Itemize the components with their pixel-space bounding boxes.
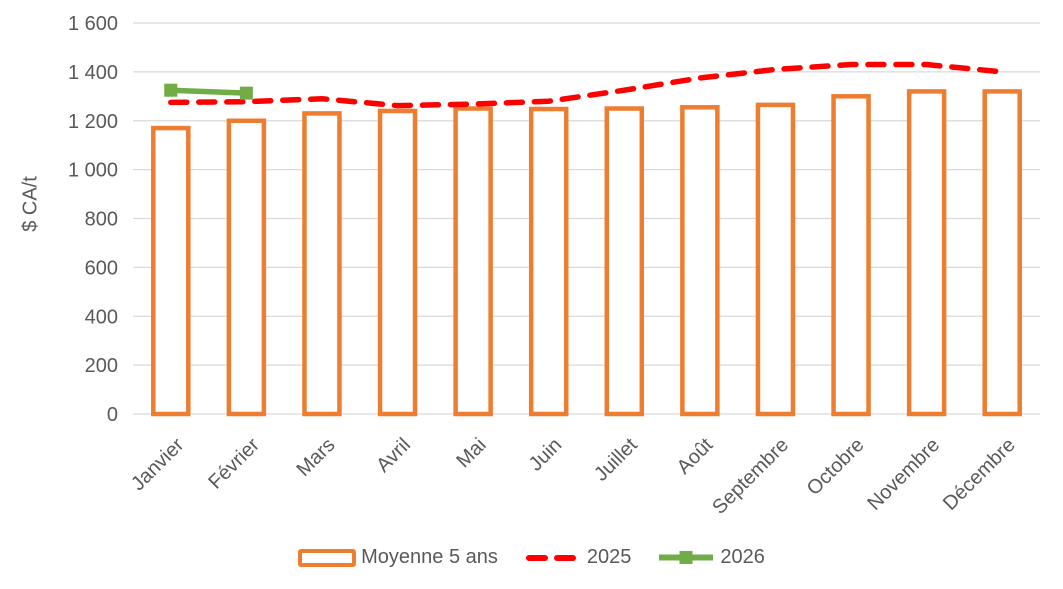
x-tick-label: Octobre (803, 434, 869, 500)
y-axis-title: $ CA/t (19, 176, 42, 232)
y-tick-label: 1 200 (68, 111, 118, 133)
x-tick-label: Mai (452, 434, 490, 472)
bar-moyenne-5-ans (302, 111, 342, 417)
bar-moyenne-5-ans (377, 108, 418, 417)
bar-moyenne-5-ans (226, 118, 267, 417)
x-tick-label: Août (673, 434, 718, 479)
y-tick-label: 400 (85, 306, 118, 328)
y-tick-label: 0 (107, 404, 118, 426)
bar-moyenne-5-ans (680, 105, 720, 417)
x-tick-label: Juin (525, 434, 567, 476)
dashed-line-swatch-icon (525, 554, 581, 561)
y-tick-label: 1 600 (68, 13, 118, 35)
bar-moyenne-5-ans (151, 125, 191, 417)
legend-label-2026: 2026 (720, 546, 765, 568)
y-tick-label: 600 (85, 257, 118, 279)
x-tick-label: Avril (372, 434, 415, 477)
line-2026 (168, 87, 250, 96)
legend-label-2025: 2025 (586, 546, 632, 568)
legend-item-2025: 2025 (524, 546, 632, 569)
x-tick-label: Juillet (590, 434, 642, 486)
y-tick-label: 200 (85, 355, 118, 377)
line-2025 (168, 61, 1005, 109)
bar-moyenne-5-ans (755, 102, 796, 417)
legend-label-moyenne-5-ans: Moyenne 5 ans (361, 546, 498, 568)
x-tick-label: Septembre (708, 434, 793, 519)
bar-moyenne-5-ans (906, 89, 947, 417)
x-tick-label: Janvier (127, 434, 188, 495)
bar-moyenne-5-ans (604, 106, 645, 417)
bar-series-swatch-icon (298, 548, 357, 567)
bar-moyenne-5-ans (528, 106, 569, 417)
x-tick-label: Février (204, 434, 264, 494)
bar-moyenne-5-ans (831, 94, 871, 417)
bar-moyenne-5-ans (453, 106, 493, 417)
y-tick-label: 1 400 (68, 62, 118, 84)
legend-item-2026: 2026 (657, 546, 765, 569)
x-tick-label: Décembre (939, 434, 1020, 515)
bar-moyenne-5-ans (982, 89, 1022, 417)
chart-legend: Moyenne 5 ans 2025 2026 (0, 546, 1063, 569)
x-tick-label: Novembre (863, 434, 944, 515)
y-tick-label: 1 000 (68, 160, 118, 182)
y-tick-label: 800 (85, 209, 118, 231)
x-tick-label: Mars (293, 434, 340, 481)
legend-item-moyenne-5-ans: Moyenne 5 ans (298, 546, 498, 569)
marker-2026 (239, 86, 253, 100)
marker-2026 (164, 83, 178, 97)
marker-line-swatch-icon (659, 551, 714, 564)
